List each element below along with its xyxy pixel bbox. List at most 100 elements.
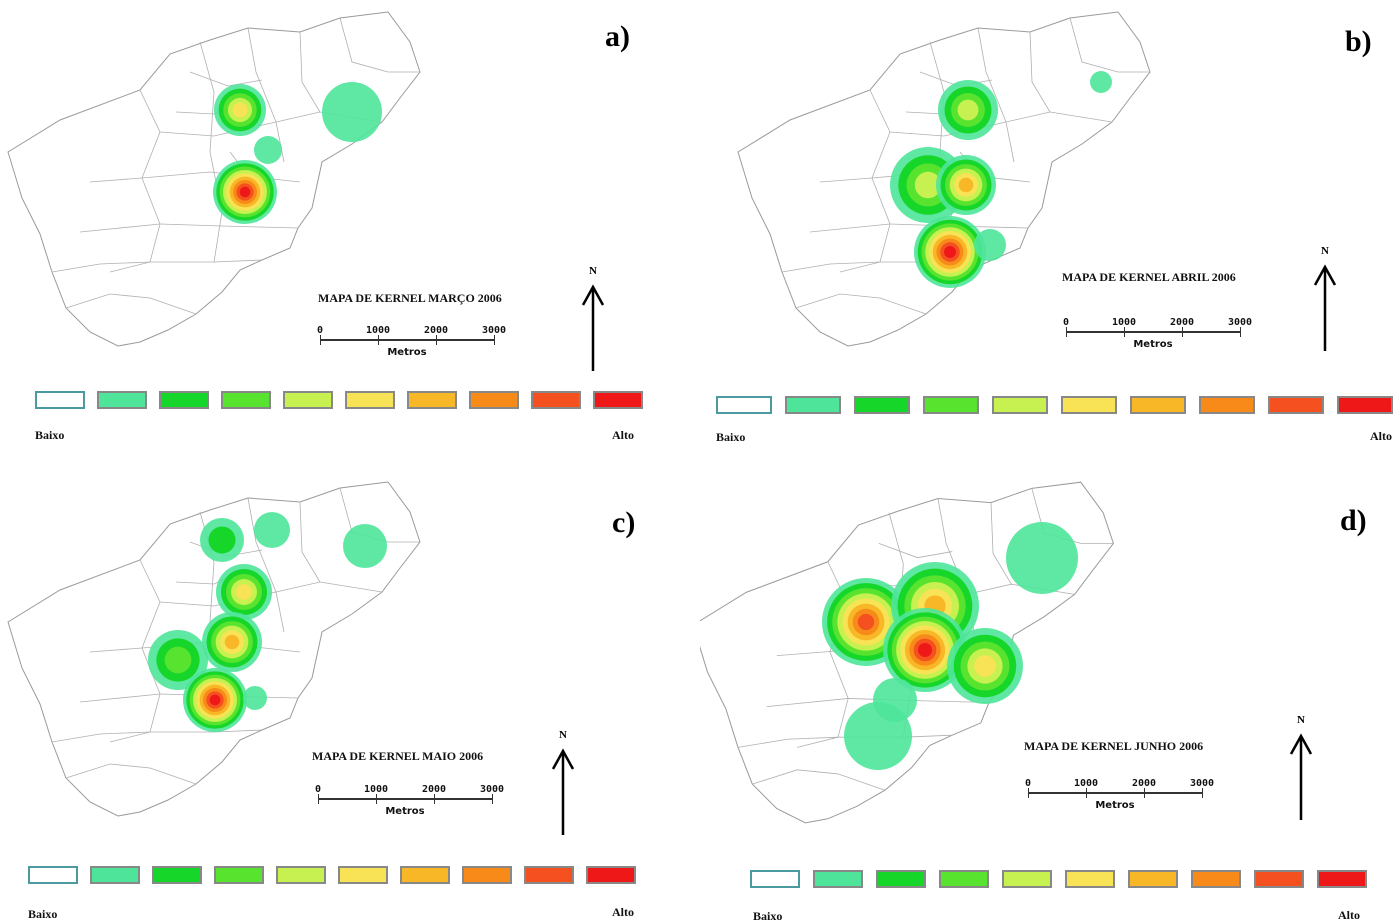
legend-swatch <box>854 396 910 414</box>
hotspot <box>1090 71 1112 93</box>
color-legend <box>28 866 636 884</box>
hotspot <box>936 155 996 215</box>
district-boundary <box>65 293 197 315</box>
hotspot <box>183 668 247 732</box>
scale-tick-label: 2000 <box>421 784 447 795</box>
north-arrow: N <box>578 265 608 375</box>
panel-label: c) <box>612 506 636 539</box>
district-boundary <box>766 698 849 708</box>
scale-tick <box>1240 327 1241 337</box>
map-title: MAPA DE KERNEL MAIO 2006 <box>312 749 484 763</box>
district-boundary <box>776 651 830 657</box>
district-boundary <box>889 111 1113 137</box>
district-boundary <box>809 223 891 233</box>
kernel-hotspots <box>213 82 382 224</box>
hotspot <box>202 612 262 672</box>
scale-unit: Metros <box>387 347 427 358</box>
district-boundary <box>1069 17 1150 73</box>
district-boundary <box>781 261 881 273</box>
hotspot <box>914 216 986 288</box>
scale-unit: Metros <box>1133 339 1173 350</box>
hotspot <box>938 80 998 140</box>
scale-tick-label: 3000 <box>1227 317 1253 328</box>
hotspot <box>844 702 912 770</box>
hotspot-ring <box>209 694 221 706</box>
legend-low-label: Baixo <box>716 430 746 444</box>
legend-swatch <box>1191 870 1241 888</box>
legend-swatch <box>407 391 457 409</box>
scale-tick <box>494 335 495 345</box>
district-boundary <box>819 177 873 183</box>
hotspot-ring <box>243 686 267 710</box>
legend-swatch <box>159 391 209 409</box>
north-label: N <box>589 265 597 277</box>
hotspot-ring <box>944 246 956 258</box>
scale-tick-label: 0 <box>314 784 322 795</box>
north-arrow-icon <box>551 748 575 835</box>
legend-high-label: Alto <box>612 905 634 919</box>
legend-swatch <box>97 391 147 409</box>
legend-swatch <box>90 866 140 884</box>
north-arrow-icon <box>581 284 605 371</box>
legend-swatch <box>1317 870 1367 888</box>
north-label: N <box>559 729 567 741</box>
hotspot <box>254 136 282 164</box>
legend-swatch <box>1199 396 1255 414</box>
hotspot-ring <box>164 646 192 674</box>
scale-tick-label: 1000 <box>1073 778 1099 789</box>
panel-label: b) <box>1345 25 1372 58</box>
district-boundary <box>51 731 151 743</box>
legend-swatch <box>283 391 333 409</box>
scale-tick-label: 2000 <box>1131 778 1157 789</box>
district-boundary <box>247 27 285 163</box>
district-boundary <box>65 763 197 785</box>
scale-tick-label: 2000 <box>1169 317 1195 328</box>
hotspot-ring <box>918 643 932 657</box>
district-boundary <box>89 177 143 183</box>
legend-swatch <box>221 391 271 409</box>
hotspot-ring <box>844 702 912 770</box>
hotspot-ring <box>208 526 236 554</box>
scale-bar: 0 1000 2000 3000 Metros <box>1056 317 1266 361</box>
legend-swatch <box>939 870 989 888</box>
scale-bar: 0 1000 2000 3000 Metros <box>308 784 518 828</box>
legend-high-label: Alto <box>1338 908 1360 922</box>
kernel-map-panel-d: d) MAPA DE KERNEL JUNHO 2006 0 1000 2000 30… <box>700 461 1400 923</box>
hotspot <box>243 686 267 710</box>
district-boundary <box>990 502 1012 585</box>
kernel-hotspots <box>822 522 1078 770</box>
scale-tick-label: 3000 <box>1189 778 1215 789</box>
scale-line <box>1066 331 1240 333</box>
legend-swatch <box>152 866 202 884</box>
kernel-map-panel-b: b) MAPA DE KERNEL ABRIL 2006 0 1000 2000 30… <box>700 0 1400 461</box>
legend-high-label: Alto <box>1370 429 1392 443</box>
hotspot-ring <box>239 186 251 198</box>
district-boundary <box>339 17 420 73</box>
district-boundary <box>139 89 161 263</box>
district-boundary <box>159 581 383 607</box>
hotspot <box>148 630 208 690</box>
hotspot-ring <box>224 634 240 650</box>
scale-bar: 0 1000 2000 3000 Metros <box>1018 778 1228 822</box>
hotspot-ring <box>857 613 875 631</box>
legend-swatch <box>35 391 85 409</box>
hotspot-ring <box>1006 522 1078 594</box>
district-boundary <box>189 71 263 87</box>
north-label: N <box>1297 714 1305 726</box>
legend-low-label: Baixo <box>35 428 65 442</box>
legend-swatch <box>785 396 841 414</box>
hotspot <box>213 160 277 224</box>
north-arrow: N <box>1310 245 1340 355</box>
scale-tick-label: 3000 <box>479 784 505 795</box>
kernel-hotspots <box>148 512 387 732</box>
district-boundary <box>977 27 1015 163</box>
district-boundary <box>109 729 263 743</box>
district-boundary <box>79 223 161 233</box>
legend-swatch <box>524 866 574 884</box>
north-arrow-icon <box>1313 264 1337 351</box>
map-title: MAPA DE KERNEL ABRIL 2006 <box>1062 270 1236 284</box>
district-boundary <box>247 497 285 633</box>
scale-tick-label: 2000 <box>423 325 449 336</box>
district-boundary <box>299 31 321 113</box>
hotspot <box>254 512 290 548</box>
